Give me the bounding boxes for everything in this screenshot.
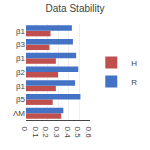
svg-text:0.3: 0.3 (52, 127, 61, 139)
svg-text:Data Stability: Data Stability (46, 3, 105, 14)
svg-text:0.2: 0.2 (41, 127, 50, 139)
svg-text:0: 0 (20, 127, 29, 132)
svg-text:β5: β5 (16, 95, 26, 104)
svg-text:β3: β3 (16, 40, 26, 49)
svg-text:0.4: 0.4 (63, 127, 72, 139)
svg-text:H: H (131, 59, 137, 68)
svg-text:β1: β1 (16, 54, 26, 63)
svg-text:β2: β2 (16, 68, 26, 77)
svg-text:0.1: 0.1 (31, 127, 40, 139)
svg-text:β1: β1 (16, 82, 26, 91)
svg-text:0.6: 0.6 (84, 127, 93, 139)
svg-text:β1: β1 (16, 27, 26, 36)
svg-text:ΛM: ΛM (13, 109, 25, 118)
svg-text:R: R (131, 78, 137, 87)
svg-text:0.5: 0.5 (73, 127, 82, 139)
